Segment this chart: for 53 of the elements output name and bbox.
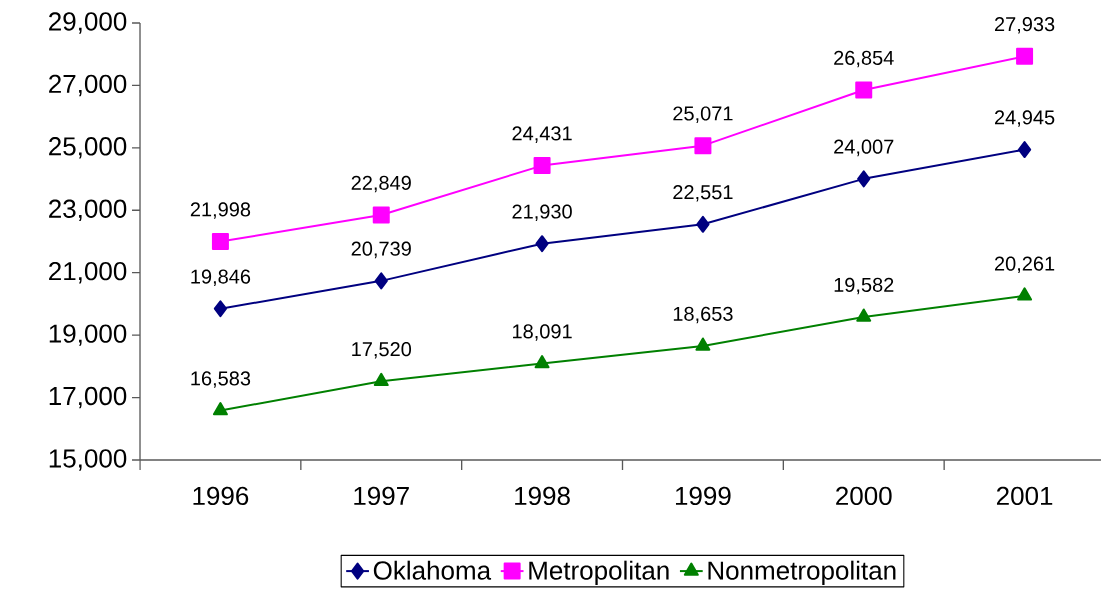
x-tick-label: 1998 [515,486,570,506]
point [857,170,871,188]
point [1017,141,1032,159]
point [1016,47,1034,65]
data-label: 20,739 [351,241,411,259]
point [1017,287,1033,301]
legend-label: Nonmetropolitan [708,560,896,585]
legend-label: Metropolitan [529,560,669,585]
data-label: 22,551 [673,185,733,202]
data-label: 19,846 [191,269,251,287]
point [856,308,872,322]
y-tick-label: 25,000 [49,137,127,159]
x-tick-label: 1997 [354,486,409,506]
point [374,272,388,290]
data-label: 21,998 [190,202,251,219]
point [855,81,873,99]
point [534,355,550,369]
data-label: 24,431 [512,126,572,143]
x-tick-label: 1999 [675,486,731,506]
data-label: 22,849 [351,175,411,193]
data-label: 16,583 [191,371,251,388]
point [533,157,551,175]
data-label: 18,653 [673,306,733,324]
legend-label: Oklahoma [373,560,492,580]
point [213,300,228,318]
data-label: 17,520 [352,342,412,359]
point [372,206,390,224]
y-tick-label: 17,000 [49,386,127,409]
data-label: 27,933 [994,17,1055,34]
point [212,402,228,416]
x-tick-label: 2000 [836,486,892,506]
point [211,233,229,251]
y-tick-label: 15,000 [49,449,127,471]
data-label: 26,854 [834,50,894,68]
point [535,235,549,253]
y-tick-label: 21,000 [49,261,127,284]
x-tick-label: 1996 [193,486,249,506]
point [694,137,712,155]
data-label: 24,007 [834,139,894,157]
data-label: 20,261 [994,256,1055,274]
point [695,337,711,351]
data-label: 19,582 [834,277,894,295]
y-tick-label: 29,000 [49,12,127,34]
data-label: 18,091 [513,324,572,341]
data-label: 24,945 [994,110,1055,127]
data-label: 25,071 [673,106,733,123]
x-tick-label: 2001 [996,486,1053,506]
y-tick-label: 23,000 [49,199,127,222]
data-label: 21,930 [512,204,572,221]
y-tick-label: 27,000 [49,74,127,97]
y-tick-label: 19,000 [49,324,127,346]
point [373,372,389,387]
point [696,215,710,233]
